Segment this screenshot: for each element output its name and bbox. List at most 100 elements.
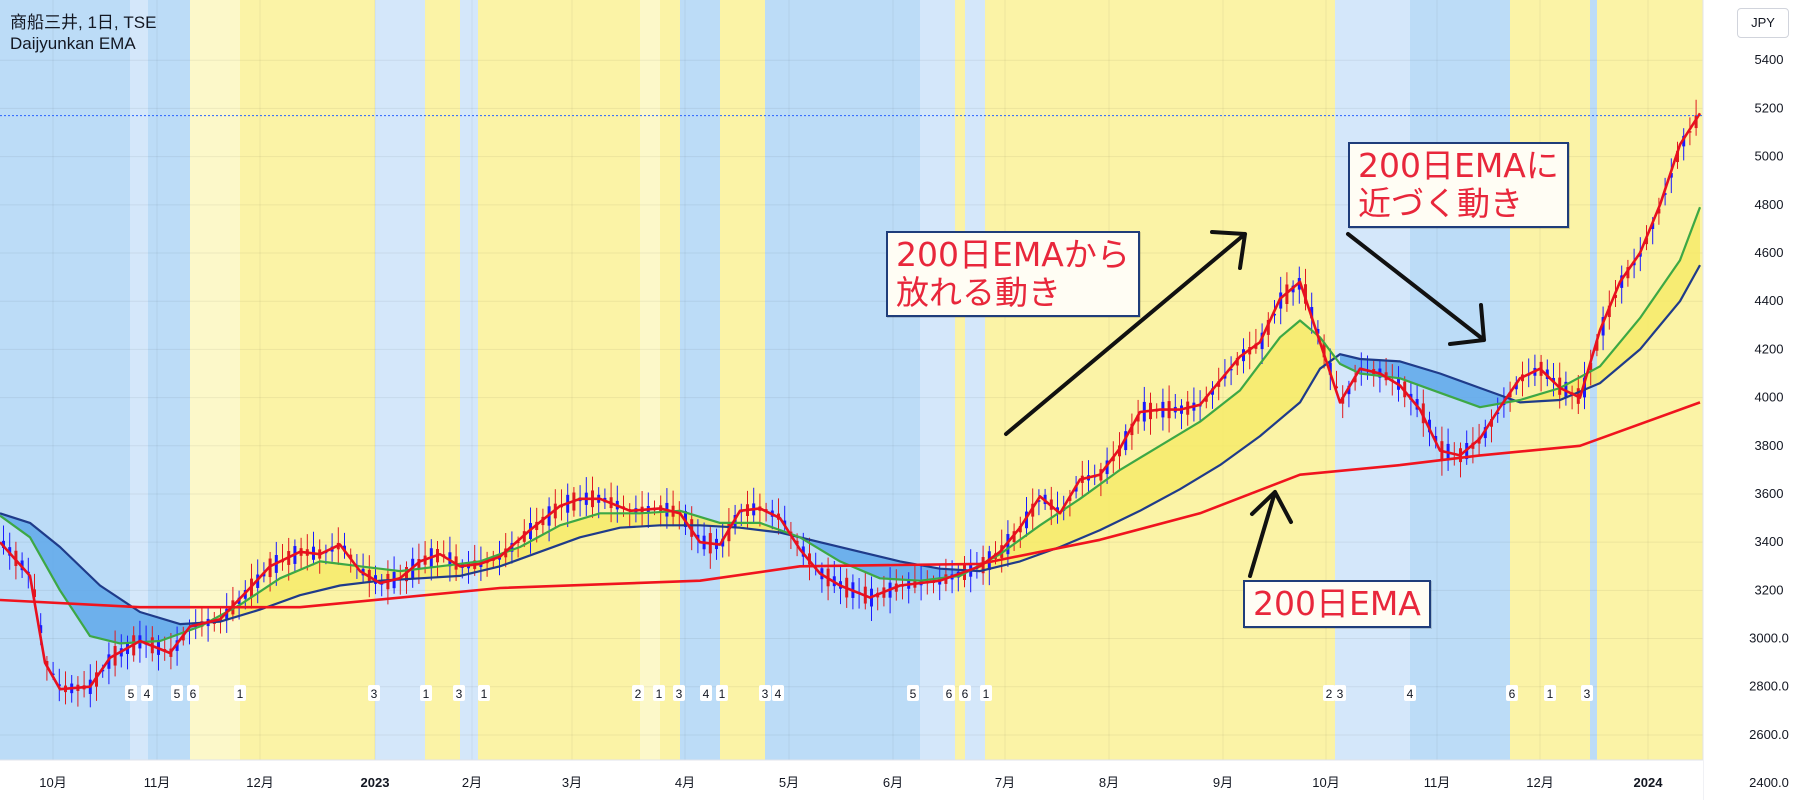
time-tick-label: 6月 [883,775,903,790]
price-tick-label: 4200 [1755,341,1784,356]
stage-label: 3 [762,687,769,701]
time-axis[interactable]: 10月 11月 12月 2023 2月 3月 4月 5月 6月 7月 8月 9月 10月 11月 12月 20… [0,759,1703,800]
stage-label-bg [772,685,784,701]
stage-band [720,0,765,760]
price-tick-label: 4000 [1755,390,1784,405]
price-tick-label: 3600 [1755,486,1784,501]
ema-line-ema200 [0,401,1701,609]
stage-label-bg [632,685,644,701]
callout-ema200: 200日EMA [1243,580,1431,628]
time-tick-label: 11月 [1424,775,1451,790]
stage-band [0,0,130,760]
stage-label: 1 [237,687,244,701]
time-tick-label: 2024 [1634,775,1664,790]
candle-body [57,684,61,687]
stage-band [240,0,375,760]
candle-body [1335,386,1338,389]
stage-label: 3 [371,687,378,701]
stage-band [680,0,720,760]
bullish-ribbon [1520,207,1700,403]
callout-approach-ema200: 200日EMAに 近づく動き [1348,142,1569,228]
stage-band [920,0,955,760]
price-tick-label: 3000.0 [1749,631,1789,646]
time-tick-label: 2023 [361,775,390,790]
stage-label: 1 [1547,687,1554,701]
stage-label-bg [453,685,465,701]
stage-label-bg [125,685,137,701]
stage-label: 4 [144,687,151,701]
indicator-name: Daijyunkan EMA [10,34,136,53]
candle-body [1614,294,1617,298]
time-tick-label: 9月 [1213,775,1233,790]
candle-body [1310,307,1314,319]
candle-body [733,515,737,529]
price-tick-label: 4600 [1755,245,1784,260]
stage-label: 1 [719,687,726,701]
price-axis[interactable]: 5400 5200 5000 4800 4600 4400 4200 4000 3800 3600… [1702,0,1793,800]
stage-band [660,0,680,760]
chart-legend: 商船三井, 1日, TSE Daijyunkan EMA [10,12,156,54]
ema-line-ema5 [0,112,1702,691]
price-tick-label: 2800.0 [1749,679,1789,694]
stage-band [955,0,965,760]
price-tick-label: 2600.0 [1749,727,1789,742]
price-tick-label: 3400 [1755,534,1784,549]
time-tick-label: 7月 [995,775,1015,790]
candle-body [1273,313,1276,316]
stage-label-bg [171,685,183,701]
stage-label: 2 [1326,687,1333,701]
time-tick-label: 4月 [675,775,695,790]
arrow-up-right [1004,230,1247,436]
stage-band [478,0,640,760]
stage-label-bg [653,685,665,701]
stage-label-bg [980,685,992,701]
candle-body [1279,292,1283,309]
stage-label-bg [1404,685,1416,701]
bearish-ribbon [1340,354,1515,408]
stage-label-bg [1581,685,1593,701]
stage-label-bg [141,685,153,701]
candle-body [1676,151,1679,163]
candle-body [1589,362,1593,371]
time-tick-label: 3月 [562,775,582,790]
candle-body [1229,368,1233,371]
stage-label: 1 [656,687,663,701]
currency-button[interactable]: JPY [1737,8,1789,38]
ema-line-ema60 [0,264,1701,626]
stage-label: 5 [910,687,917,701]
time-tick-label: 8月 [1099,775,1119,790]
time-tick-label: 10月 [1312,775,1339,790]
stage-label: 4 [775,687,782,701]
stage-label-bg [1323,685,1335,701]
price-tick-label: 5000 [1755,149,1784,164]
stage-band [425,0,460,760]
price-tick-label: 5400 [1755,52,1784,67]
stage-label: 5 [128,687,135,701]
candle-body [45,661,49,666]
time-tick-label: 12月 [246,775,273,790]
stage-label: 3 [676,687,683,701]
stage-label-bg [187,685,199,701]
stage-band [190,0,240,760]
stage-label: 6 [1509,687,1516,701]
time-tick-label: 11月 [144,775,171,790]
price-tick-label: 5200 [1755,100,1784,115]
stage-label-bg [1506,685,1518,701]
candle-body [1421,403,1425,424]
price-tick-label: 4400 [1755,293,1784,308]
stage-label: 4 [1407,687,1414,701]
stage-label: 3 [1584,687,1591,701]
stage-band [375,0,425,760]
candle-body [1607,305,1611,318]
candle-body [1316,328,1320,334]
annotation-arrows [1004,230,1486,578]
bearish-ribbon [0,513,205,644]
stage-label-bg [1544,685,1556,701]
stage-label-bg [234,685,246,701]
candle-body [1688,131,1692,133]
stage-background-bands [0,0,1703,760]
stage-band [765,0,920,760]
candle-body [1657,208,1661,214]
